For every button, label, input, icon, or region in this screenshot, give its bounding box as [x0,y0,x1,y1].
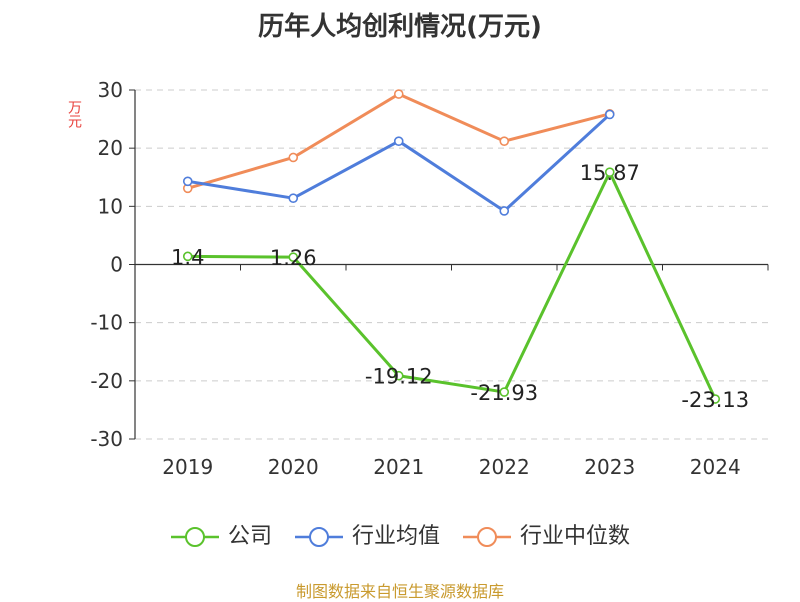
data-point-1-2 [393,136,404,146]
y-tick-label: -20 [90,369,123,393]
data-label: -19.12 [365,365,433,389]
data-point-0-3 [499,387,510,397]
legend-item-2[interactable]: 行业中位数 [462,522,630,552]
legend-swatch-marker [184,527,205,547]
data-point-0-2 [393,370,404,381]
data-source-footer: 制图数据来自恒生聚源数据库 [295,582,504,601]
data-point-1-0 [182,176,193,187]
y-tick-label: 20 [98,136,123,160]
legend-label: 公司 [227,524,272,549]
data-point-2-1 [288,152,299,163]
y-tick-label: 30 [98,78,123,102]
data-point-0-4 [604,167,615,177]
data-point-0-0 [182,251,193,262]
data-point-1-4 [604,109,615,120]
legend-label: 行业中位数 [520,524,631,549]
x-tick-label: 2021 [373,455,424,479]
data-point-1-1 [288,193,299,203]
y-tick-label: -30 [90,427,123,451]
legend-swatch [294,527,343,547]
data-point-2-2 [393,89,404,99]
data-point-0-5 [710,394,721,404]
x-tick-label: 2022 [479,455,530,479]
x-tick-label: 2023 [584,455,635,479]
y-tick-label: -10 [90,311,123,335]
legend-swatch [463,527,511,547]
data-label: -23.13 [681,388,749,412]
chart-legend: 公司 行业均值 行业中位数 [0,519,800,555]
data-label: -21.93 [470,381,538,405]
x-tick-label: 2019 [162,455,213,479]
legend-swatch-marker [308,527,329,547]
legend-item-1[interactable]: 行业均值 [294,522,440,552]
data-label: 1.26 [270,246,317,270]
y-axis-unit-label: 万元 [66,100,82,128]
data-label: 1.4 [171,245,204,269]
data-point-1-3 [499,206,510,216]
data-point-2-3 [499,136,510,146]
chart-title: 历年人均创利情况(万元) [258,12,542,42]
legend-label: 行业均值 [351,524,440,549]
data-label: 15.87 [580,161,640,185]
x-tick-label: 2020 [268,455,319,479]
legend-swatch-marker [477,527,497,547]
legend-swatch [170,527,219,547]
data-point-0-1 [288,252,299,262]
x-tick-label: 2024 [690,455,741,479]
y-tick-label: 0 [110,253,123,277]
series-line-0 [187,170,717,400]
legend-item-0[interactable]: 公司 [170,522,272,552]
y-tick-label: 10 [98,194,123,218]
